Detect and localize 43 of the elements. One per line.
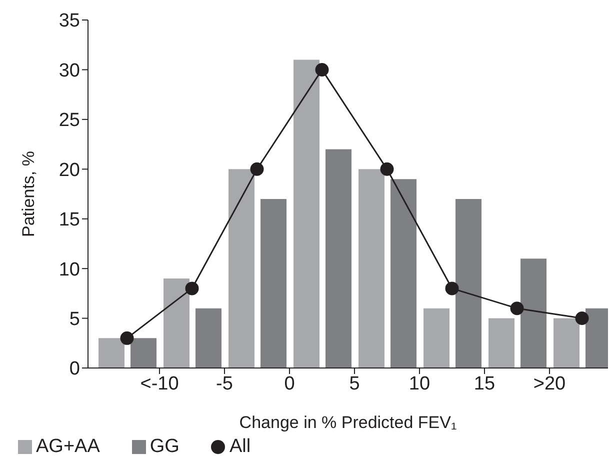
point — [120, 331, 134, 345]
bar — [98, 338, 124, 368]
bar — [260, 198, 286, 368]
bar — [358, 169, 384, 368]
x-tick-label: -5 — [216, 373, 233, 394]
bar — [130, 338, 156, 368]
y-tick-label: 25 — [58, 110, 80, 132]
bar — [424, 308, 450, 368]
point — [250, 162, 264, 176]
y-tick-label: 10 — [58, 259, 80, 280]
y-tick-label: 0 — [69, 358, 80, 380]
x-tick-label: 5 — [349, 373, 360, 394]
bar — [488, 318, 514, 368]
legend-label: AG+AA — [36, 436, 100, 457]
x-tick-label: <-10 — [140, 373, 179, 394]
bar — [228, 169, 254, 368]
x-tick-label: 15 — [474, 373, 496, 394]
point — [445, 282, 459, 296]
point — [185, 282, 199, 296]
point — [380, 162, 394, 176]
bar — [554, 318, 580, 368]
x-tick-label: 0 — [284, 373, 295, 394]
y-tick-label: 15 — [58, 210, 80, 231]
legend-label: All — [229, 436, 251, 457]
bar — [326, 149, 352, 368]
point — [575, 312, 589, 326]
legend-label: GG — [150, 436, 180, 457]
y-tick-label: 5 — [69, 309, 80, 330]
bar — [196, 308, 222, 368]
bar — [164, 278, 190, 368]
x-tick-label: 10 — [408, 373, 430, 394]
y-tick-label: 35 — [58, 10, 80, 32]
point — [510, 302, 524, 316]
point — [315, 62, 329, 76]
bar — [390, 179, 416, 368]
bar — [294, 60, 320, 368]
bar — [456, 198, 482, 368]
y-axis-title: Patients, % — [19, 151, 38, 237]
y-tick-label: 30 — [58, 60, 80, 82]
y-tick-label: 20 — [58, 160, 80, 181]
x-axis-title: Change in % Predicted FEV₁ — [239, 413, 457, 432]
bar — [520, 258, 546, 368]
x-tick-label: >20 — [533, 373, 566, 394]
